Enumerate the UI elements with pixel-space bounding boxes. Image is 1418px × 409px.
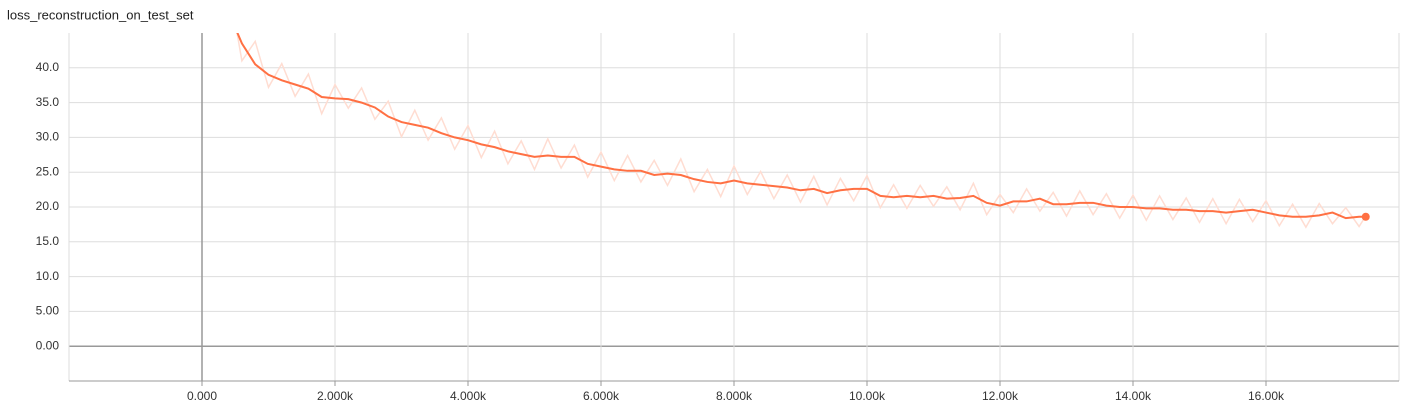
x-tick-label: 10.00k: [849, 389, 886, 403]
series-line: [236, 33, 1366, 220]
y-tick-label: 15.0: [36, 234, 60, 248]
y-tick-label: 0.00: [36, 338, 60, 352]
y-tick-label: 5.00: [36, 304, 60, 318]
y-tick-label: 30.0: [36, 130, 60, 144]
x-tick-label: 16.00k: [1248, 389, 1285, 403]
y-tick-label: 10.0: [36, 269, 60, 283]
plot-area: [236, 33, 1367, 229]
x-tick-label: 14.00k: [1115, 389, 1152, 403]
chart-title: loss_reconstruction_on_test_set: [7, 7, 194, 22]
end-point: [1361, 212, 1370, 221]
x-tick-label: 6.000k: [583, 389, 620, 403]
series-line: [236, 33, 1367, 229]
y-tick-label: 40.0: [36, 60, 60, 74]
x-tick-label: 8.000k: [716, 389, 753, 403]
x-tick-label: 12.00k: [982, 389, 1019, 403]
x-tick-label: 0.000: [187, 389, 217, 403]
y-tick-label: 20.0: [36, 199, 60, 213]
y-tick-label: 25.0: [36, 164, 60, 178]
x-tick-label: 2.000k: [317, 389, 354, 403]
x-tick-label: 4.000k: [450, 389, 487, 403]
y-tick-label: 35.0: [36, 95, 60, 109]
